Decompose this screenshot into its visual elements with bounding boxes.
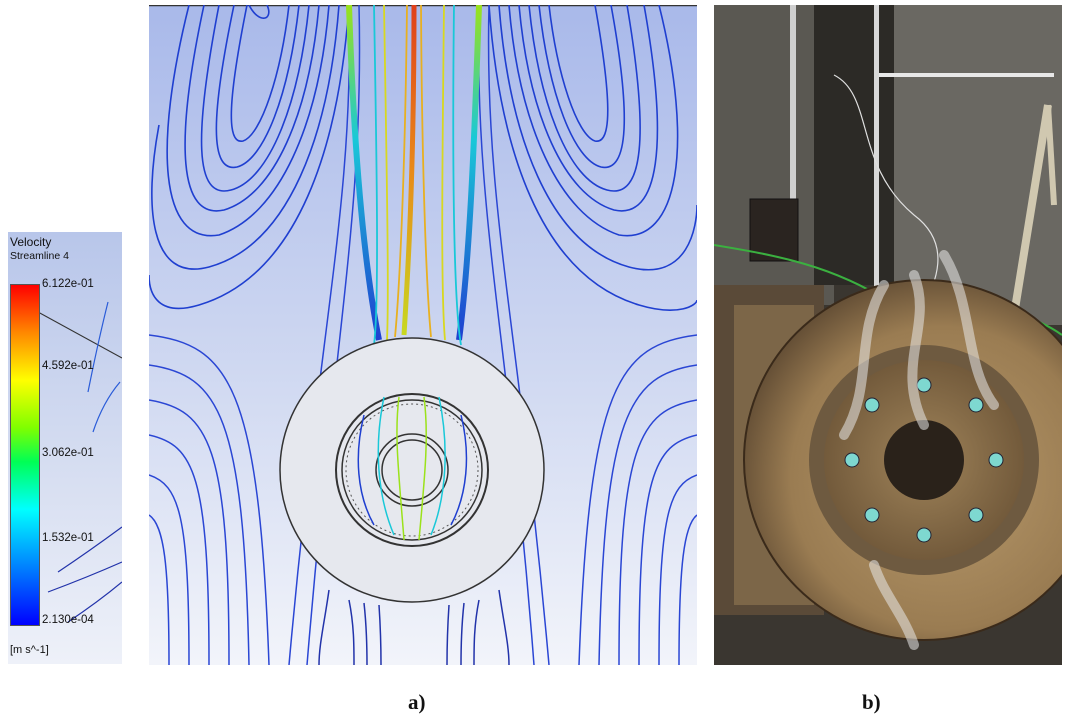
legend-color-bar [10, 284, 40, 626]
experimental-brake-photo [714, 5, 1062, 665]
bottom-streamlines [318, 589, 510, 665]
legend-faint-streamlines [37, 301, 122, 623]
legend-tick-3: 3.062e-01 [42, 447, 94, 459]
internal-streamlines [357, 396, 468, 541]
legend-tick-4: 1.532e-01 [42, 532, 94, 544]
caption-b: b) [862, 690, 881, 714]
legend-subtitle: Streamline 4 [10, 250, 69, 262]
left-vortex-streamlines [149, 5, 350, 310]
legend-tick-max: 6.122e-01 [42, 278, 94, 290]
legend-tick-2: 4.592e-01 [42, 360, 94, 372]
streamline-simulation [149, 5, 697, 665]
legend-unit: [m s^-1] [10, 644, 49, 656]
brake-disc [279, 337, 545, 603]
velocity-legend: Velocity Streamline 4 6.122e-01 4.592e-0… [8, 232, 122, 664]
right-vortex-streamlines [488, 5, 697, 311]
legend-title: Velocity [10, 235, 52, 249]
jet-streamlines [346, 5, 482, 346]
caption-a: a) [408, 690, 426, 714]
legend-tick-min: 2.130e-04 [42, 614, 94, 626]
